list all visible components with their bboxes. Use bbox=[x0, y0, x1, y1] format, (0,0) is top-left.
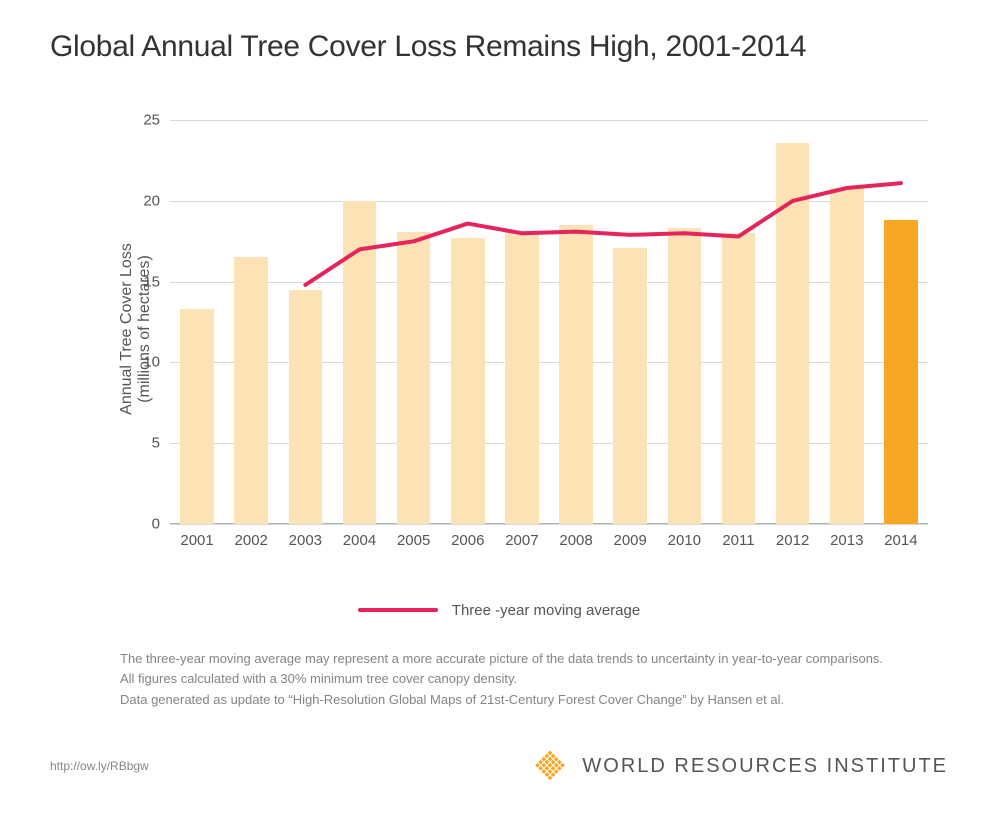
footnotes: The three-year moving average may repres… bbox=[120, 649, 908, 711]
bar-slot: 2014 bbox=[874, 104, 928, 524]
bar bbox=[343, 201, 377, 524]
x-tick-label: 2003 bbox=[289, 532, 322, 549]
legend-item: Three -year moving average bbox=[358, 602, 640, 619]
x-tick-label: 2011 bbox=[722, 532, 754, 549]
footnote-line: The three-year moving average may repres… bbox=[120, 649, 908, 670]
bar-slot: 2005 bbox=[387, 104, 441, 524]
bar-slot: 2004 bbox=[332, 104, 386, 524]
bar-slot: 2008 bbox=[549, 104, 603, 524]
x-tick-label: 2007 bbox=[505, 532, 538, 549]
footnote-line: All figures calculated with a 30% minimu… bbox=[120, 669, 908, 690]
gridline bbox=[170, 524, 928, 525]
bar bbox=[397, 232, 431, 524]
x-tick-label: 2013 bbox=[830, 532, 863, 549]
bar-slot: 2012 bbox=[766, 104, 820, 524]
bar-slot: 2001 bbox=[170, 104, 224, 524]
y-tick-label: 5 bbox=[152, 435, 160, 452]
bar bbox=[180, 309, 214, 524]
logo-text: WORLD RESOURCES INSTITUTE bbox=[582, 755, 948, 778]
legend-label: Three -year moving average bbox=[452, 602, 640, 619]
y-tick-label: 25 bbox=[143, 112, 160, 129]
bar-slot: 2010 bbox=[657, 104, 711, 524]
bar bbox=[289, 290, 323, 524]
x-tick-label: 2009 bbox=[614, 532, 647, 549]
bar bbox=[234, 257, 268, 524]
bar bbox=[613, 248, 647, 524]
bar-slot: 2003 bbox=[278, 104, 332, 524]
bar-slot: 2013 bbox=[820, 104, 874, 524]
bar bbox=[559, 225, 593, 524]
bar bbox=[505, 232, 539, 524]
bar-slot: 2007 bbox=[495, 104, 549, 524]
x-tick-label: 2006 bbox=[451, 532, 484, 549]
bar bbox=[668, 228, 702, 524]
y-tick-label: 0 bbox=[152, 516, 160, 533]
plot-region: 5101520250200120022003200420052006200720… bbox=[170, 104, 928, 524]
x-tick-label: 2014 bbox=[884, 532, 917, 549]
legend-swatch bbox=[358, 608, 438, 612]
y-tick-label: 15 bbox=[143, 273, 160, 290]
bar bbox=[776, 143, 810, 524]
x-tick-label: 2008 bbox=[559, 532, 592, 549]
chart-container: Global Annual Tree Cover Loss Remains Hi… bbox=[50, 30, 948, 789]
source-url: http://ow.ly/RBbgw bbox=[50, 759, 149, 773]
footer: http://ow.ly/RBbgw WORLD RESOURCES INSTI… bbox=[50, 748, 948, 784]
y-tick-label: 10 bbox=[143, 354, 160, 371]
y-axis-label: Annual Tree Cover Loss (millions of hect… bbox=[118, 243, 154, 415]
x-tick-label: 2012 bbox=[776, 532, 809, 549]
bar-slot: 2009 bbox=[603, 104, 657, 524]
bar bbox=[451, 238, 485, 524]
bar-slot: 2011 bbox=[711, 104, 765, 524]
bar bbox=[884, 220, 918, 524]
logo: WORLD RESOURCES INSTITUTE bbox=[532, 748, 948, 784]
bar bbox=[830, 188, 864, 524]
x-tick-label: 2005 bbox=[397, 532, 430, 549]
x-tick-label: 2010 bbox=[668, 532, 701, 549]
wri-logo-icon bbox=[532, 748, 568, 784]
legend: Three -year moving average bbox=[50, 599, 948, 619]
chart-title: Global Annual Tree Cover Loss Remains Hi… bbox=[50, 30, 948, 64]
chart-area: Annual Tree Cover Loss (millions of hect… bbox=[100, 94, 948, 564]
x-tick-label: 2001 bbox=[180, 532, 213, 549]
x-tick-label: 2002 bbox=[235, 532, 268, 549]
y-tick-label: 20 bbox=[143, 192, 160, 209]
bars-group: 2001200220032004200520062007200820092010… bbox=[170, 104, 928, 524]
x-tick-label: 2004 bbox=[343, 532, 376, 549]
bar bbox=[722, 233, 756, 524]
bar-slot: 2002 bbox=[224, 104, 278, 524]
footnote-line: Data generated as update to “High-Resolu… bbox=[120, 690, 908, 711]
bar-slot: 2006 bbox=[441, 104, 495, 524]
